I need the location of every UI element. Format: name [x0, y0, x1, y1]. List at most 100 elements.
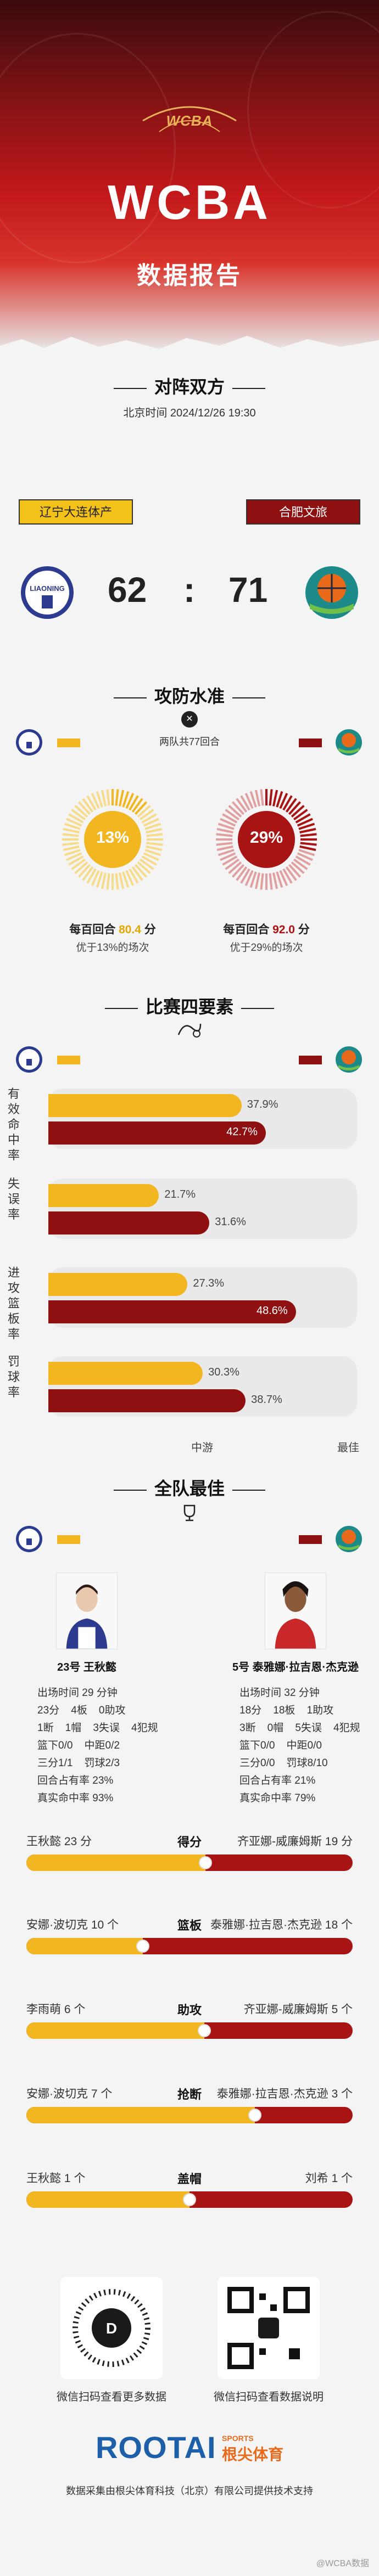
donut-tick [131, 866, 143, 881]
player-stat-line: 3断 0帽 5失误 4犯规 [239, 1722, 360, 1734]
donut-tick [220, 852, 236, 861]
donut-tick [146, 833, 163, 837]
comparison-home-fill [26, 1855, 205, 1871]
donut-center [238, 811, 295, 868]
donut-tick [293, 858, 308, 870]
factor-group: 进攻篮板率 27.3% 48.6% [8, 1266, 357, 1341]
factor-home-value: 21.7% [164, 1188, 196, 1200]
divider [113, 387, 147, 389]
home-player-photo [56, 1572, 118, 1649]
donut-tick [228, 804, 242, 818]
donut-tick [225, 809, 240, 821]
donut-tick [137, 861, 151, 875]
donut-tick [137, 804, 151, 818]
comparison-row: 王秋懿 23 分 得分 齐亚娜-威廉姆斯 19 分 [26, 1833, 353, 1876]
donut-tick [249, 871, 257, 888]
donut-tick [244, 870, 254, 886]
section-title-offense-defense: 攻防水准 [0, 683, 379, 708]
qr-code-data-explanation[interactable] [218, 2277, 320, 2379]
away-score: 71 [228, 570, 268, 610]
comparison-left: 安娜·波切克 10 个 [26, 1919, 119, 1931]
donut-tick [288, 801, 302, 815]
donut-tick [74, 861, 88, 875]
section-title-matchup: 对阵双方 [0, 373, 379, 398]
home-legend-swatch [57, 1056, 80, 1064]
donut-tick [220, 818, 236, 827]
donut-tick [96, 791, 103, 808]
qr-left-caption: 微信扫码查看更多数据 [57, 2391, 166, 2403]
trophy-icon [183, 1504, 196, 1521]
donut-tick [146, 842, 163, 846]
divider [104, 1007, 138, 1009]
torn-edge-decoration [0, 336, 379, 362]
factor-away-bar [48, 1211, 210, 1235]
donut-tick [141, 813, 157, 824]
donut-tick [82, 798, 94, 813]
donut-tick [231, 864, 245, 878]
donut-tick [71, 809, 86, 821]
home-team-small-logo-icon [16, 729, 42, 756]
footer-note: 数据采集由根尖体育科技（北京）有限公司提供技术支持 [66, 2485, 313, 2496]
rounds-text: 两队共77回合 [159, 736, 220, 747]
donut-tick [77, 801, 91, 815]
donut-tick [118, 790, 125, 807]
comparison-home-fill [26, 2107, 255, 2123]
donut-tick [299, 827, 316, 834]
home-better-text: 优于13%的场次 [76, 942, 149, 954]
comparison-home-fill [26, 2191, 190, 2208]
wcba-logo-icon [142, 106, 237, 132]
player-stat-line: 1断 1帽 3失误 4犯规 [37, 1722, 158, 1734]
factor-away-bar [48, 1389, 246, 1412]
donut-tick [131, 798, 143, 813]
donut-tick [254, 872, 261, 889]
shield-icon: ✕ [181, 711, 198, 728]
away-better-text: 优于29%的场次 [230, 942, 303, 954]
donut-tick [66, 818, 82, 827]
donut-center [84, 811, 141, 868]
factor-home-bar [48, 1094, 242, 1117]
page-title: WCBA [108, 175, 271, 229]
qr-code-more-data[interactable]: D [60, 2277, 163, 2379]
comparison-left: 王秋懿 23 分 [26, 1835, 92, 1848]
donut-tick [279, 793, 288, 809]
donut-tick [216, 845, 233, 852]
donut-tick [291, 804, 305, 818]
donut-tick [86, 795, 97, 811]
donut-tick [276, 791, 283, 808]
donut-tick [260, 789, 264, 806]
watermark: @WCBA数据 [316, 2559, 369, 2568]
comparison-right: 刘希 1 个 [305, 2172, 353, 2185]
factor-label: 进攻篮板率 [7, 1266, 20, 1341]
court-decoration [0, 33, 176, 263]
home-team-small-logo-icon [16, 1046, 42, 1073]
factor-label: 失误率 [7, 1177, 20, 1221]
donut-tick [134, 864, 148, 878]
scale-max-label: 最佳 [337, 1442, 359, 1454]
donut-tick [115, 789, 119, 806]
donut-tick [106, 873, 110, 890]
comparison-right: 泰雅娜·拉吉恩·杰克逊 3 个 [216, 2088, 353, 2100]
donut-tick [74, 804, 88, 818]
donut-tick [240, 868, 250, 884]
comparison-right: 齐亚娜-威廉姆斯 5 个 [243, 2003, 353, 2016]
home-score: 62 [108, 570, 147, 610]
factor-group: 有效命中率 37.9% 42.7% [8, 1087, 357, 1162]
donut-tick [222, 855, 238, 866]
donut-tick [288, 864, 302, 878]
donut-tick [125, 870, 135, 886]
comparison-stat-label: 得分 [177, 1835, 202, 1849]
comparison-bar [26, 1938, 353, 1954]
comparison-divider-knob [183, 2193, 196, 2206]
donut-tick [236, 866, 248, 881]
divider [232, 387, 265, 389]
svg-text:LIAONING: LIAONING [30, 584, 65, 593]
donut-tick [231, 801, 245, 815]
donut-tick [91, 793, 100, 809]
factor-group: 失误率 21.7% 31.6% [8, 1177, 357, 1239]
donut-tick [77, 864, 91, 878]
donut-tick [293, 809, 308, 821]
factor-away-bar [48, 1121, 266, 1145]
home-legend-swatch [57, 739, 80, 747]
donut-tick [146, 827, 163, 834]
home-percentile-label: 13% [96, 828, 130, 847]
